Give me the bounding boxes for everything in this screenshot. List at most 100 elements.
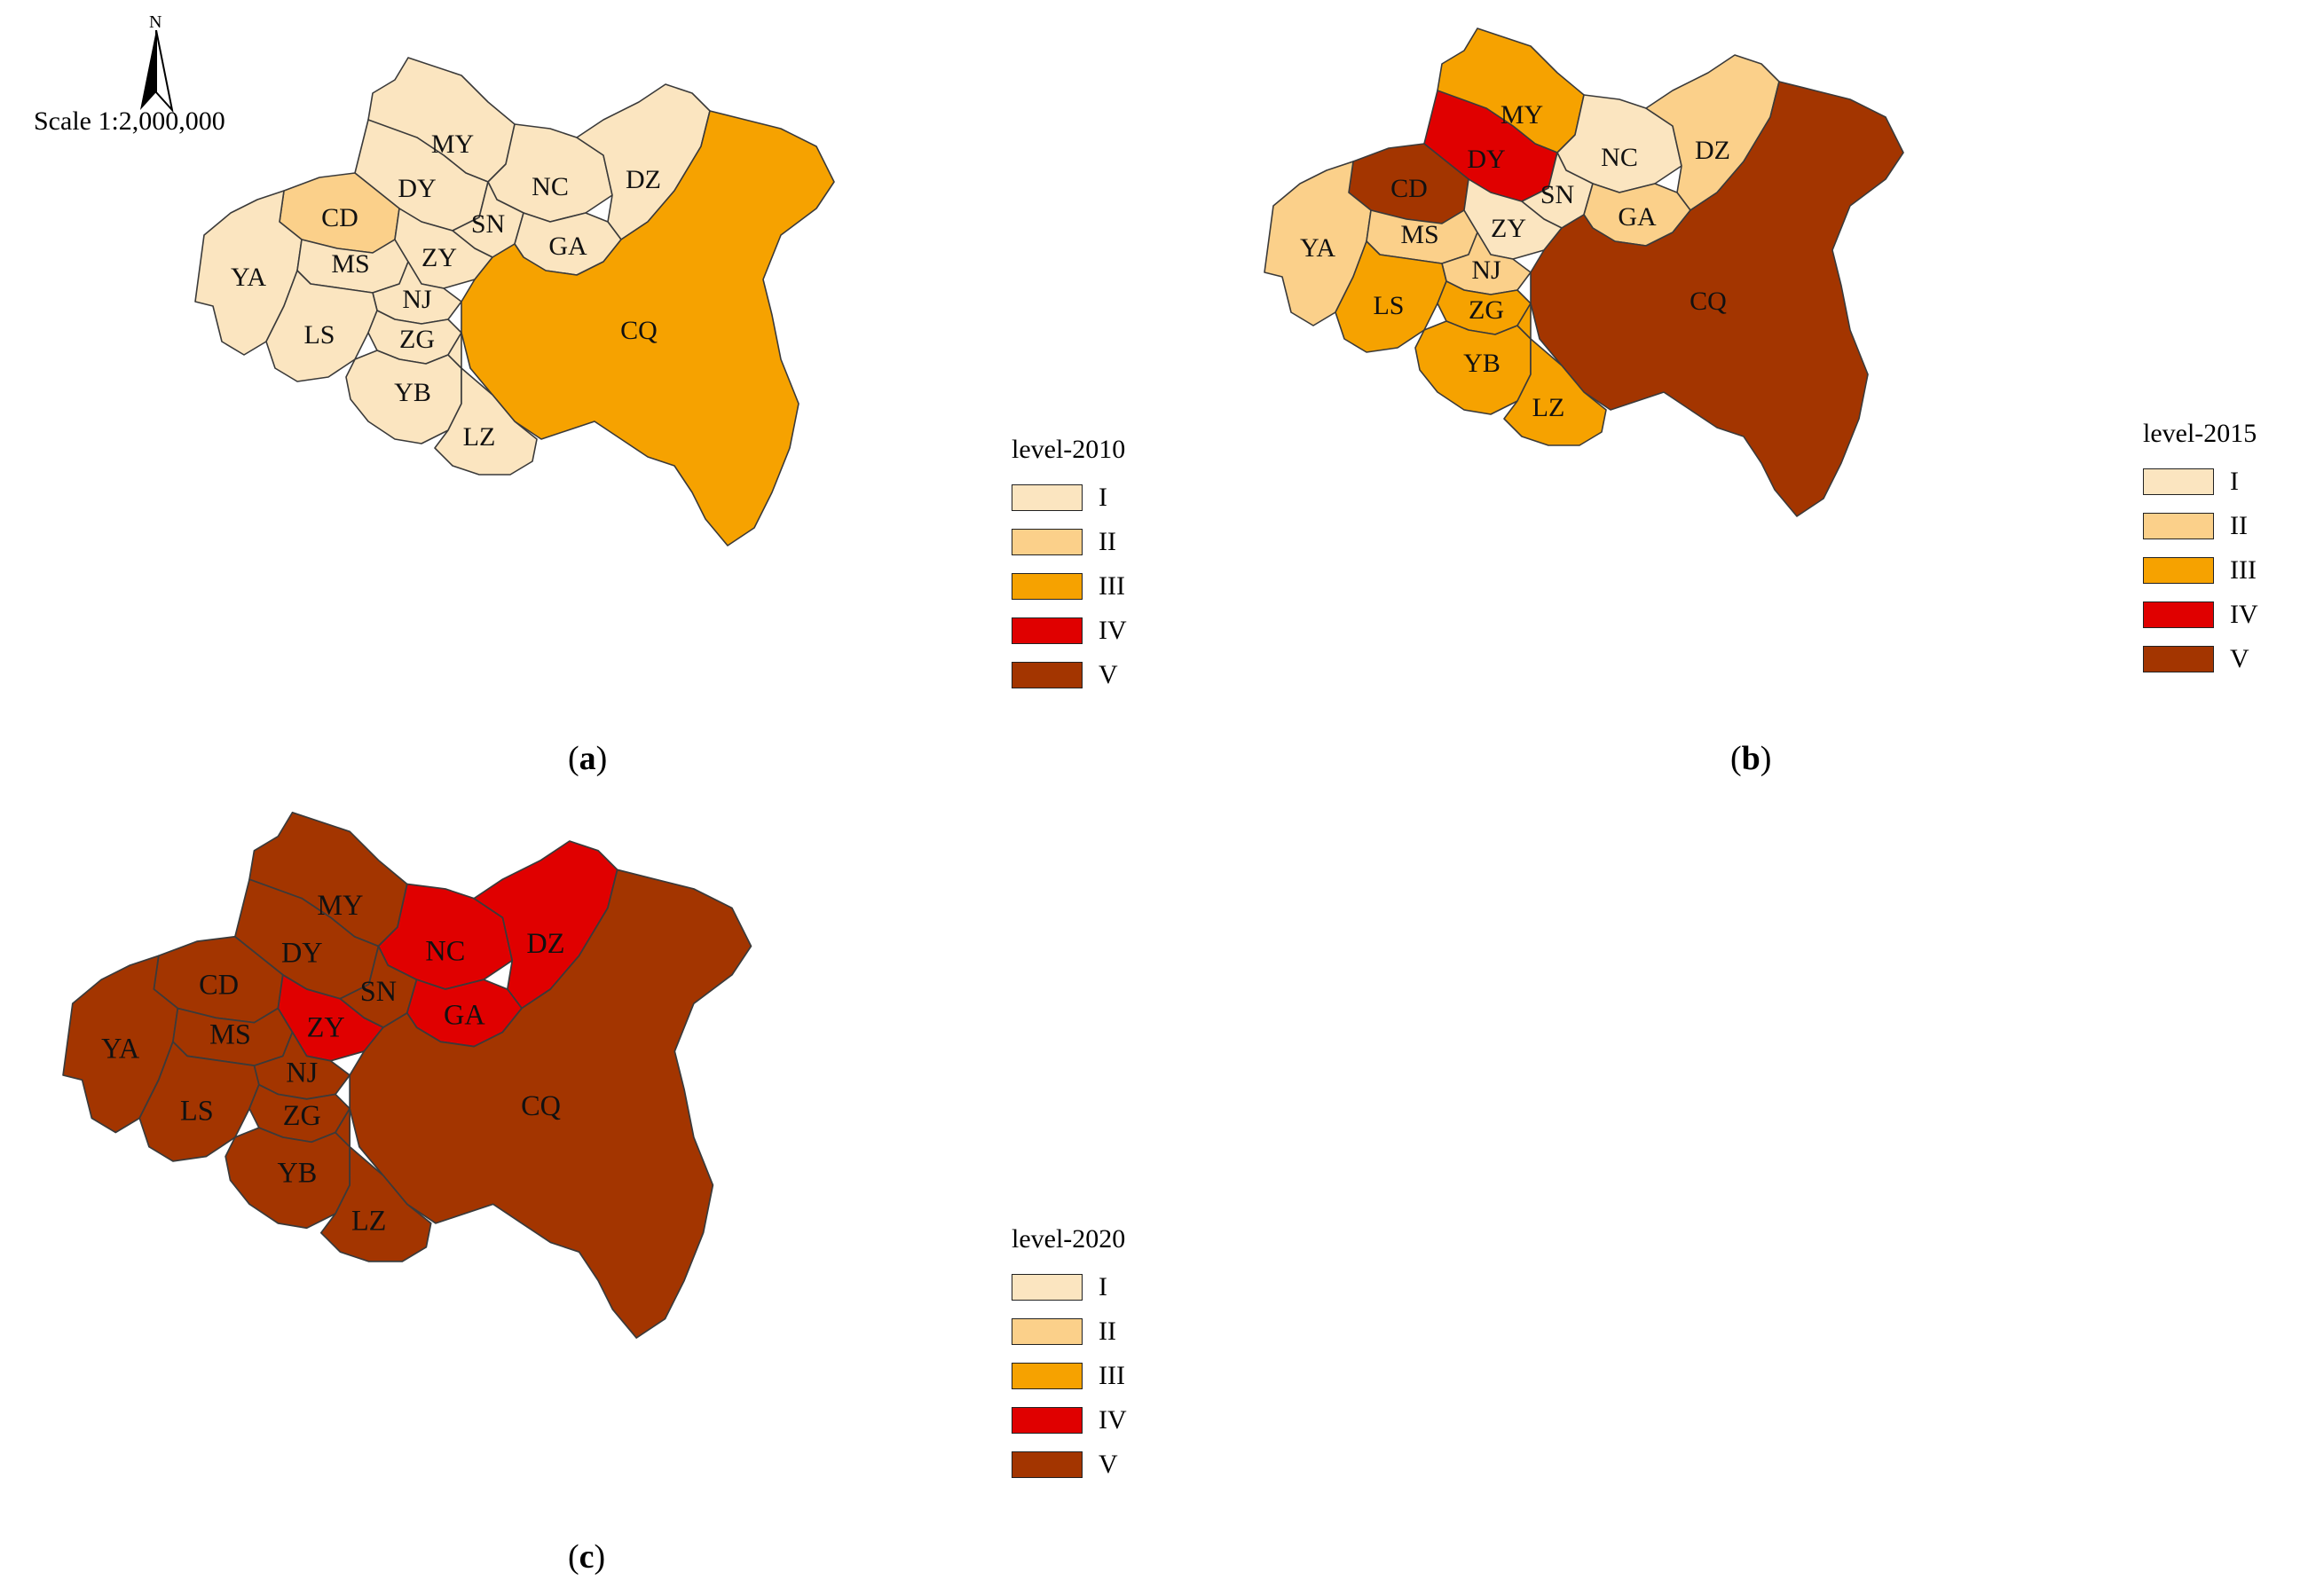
region-cq: [1530, 81, 1904, 517]
region-label-nj: NJ: [402, 285, 432, 314]
legend-label: II: [1099, 527, 1116, 556]
region-label-dz: DZ: [626, 165, 661, 194]
region-label-ms: MS: [209, 1018, 251, 1050]
legend-item-i: I: [1012, 1265, 1127, 1309]
legend-swatch: [2143, 513, 2214, 539]
region-label-cq: CQ: [620, 316, 658, 345]
region-label-ms: MS: [331, 249, 369, 279]
legend-item-iii: III: [1012, 564, 1127, 609]
region-label-ls: LS: [303, 320, 335, 350]
legend-item-v: V: [2143, 637, 2258, 681]
region-lz: [319, 1107, 432, 1262]
region-label-cq: CQ: [1690, 287, 1727, 316]
legend-label: I: [1099, 1272, 1107, 1301]
region-label-ls: LS: [180, 1094, 214, 1126]
region-cq: [349, 869, 752, 1339]
region-label-lz: LZ: [463, 422, 496, 452]
choropleth-map-2010: MY DY NC DZ CD SN GA YA MS ZY NJ CQ LS ZG YB LZ: [194, 57, 835, 546]
region-label-zy: ZY: [421, 243, 457, 272]
legend-swatch: [1012, 484, 1083, 511]
legend-swatch: [1012, 1274, 1083, 1301]
legend-swatch: [2143, 557, 2214, 584]
region-label-zg: ZG: [399, 325, 435, 354]
legend-swatch: [2143, 646, 2214, 672]
region-label-sn: SN: [360, 975, 397, 1007]
legend-swatch: [1012, 617, 1083, 644]
region-label-my: MY: [1501, 100, 1543, 130]
region-label-lz: LZ: [351, 1204, 386, 1236]
legend-2015: level-2015 I II III IV V: [2143, 419, 2258, 681]
caption-a: (a): [568, 740, 608, 777]
legend-item-ii: II: [2143, 504, 2258, 548]
region-label-ms: MS: [1400, 220, 1438, 249]
region-label-ga: GA: [548, 232, 587, 261]
region-label-nc: NC: [425, 935, 465, 967]
legend-item-i: I: [1012, 476, 1127, 520]
legend-label: V: [1099, 660, 1118, 689]
legend-title: level-2010: [1012, 435, 1126, 464]
legend-swatch: [2143, 468, 2214, 495]
legend-item-iii: III: [2143, 548, 2258, 593]
legend-item-ii: II: [1012, 520, 1127, 564]
legend-swatch: [1012, 529, 1083, 555]
region-label-dz: DZ: [1695, 136, 1730, 165]
region-label-cd: CD: [321, 203, 358, 232]
region-label-ya: YA: [1300, 233, 1335, 263]
region-label-ga: GA: [1618, 202, 1657, 232]
legend-item-iv: IV: [1012, 1398, 1127, 1443]
region-label-zg: ZG: [1469, 295, 1504, 325]
legend-label: V: [1099, 1450, 1118, 1479]
legend-item-v: V: [1012, 1443, 1127, 1487]
choropleth-map-2015: MY DY NC DZ CD SN GA YA MS ZY NJ CQ LS ZG YB LZ: [1264, 28, 1904, 517]
legend-item-ii: II: [1012, 1309, 1127, 1354]
north-arrow-icon: [140, 30, 174, 114]
north-label: N: [149, 12, 162, 32]
legend-title: level-2015: [2143, 419, 2257, 448]
legend-label: III: [1099, 1361, 1125, 1390]
region-label-dz: DZ: [526, 927, 564, 959]
region-label-dy: DY: [1467, 145, 1505, 174]
region-label-zy: ZY: [307, 1011, 345, 1043]
region-label-lz: LZ: [1532, 393, 1565, 422]
region-label-dy: DY: [281, 937, 323, 969]
legend-swatch: [1012, 1407, 1083, 1434]
legend-swatch: [1012, 573, 1083, 600]
scale-text: Scale 1:2,000,000: [34, 106, 225, 136]
legend-title: level-2020: [1012, 1224, 1126, 1254]
region-lz: [1503, 303, 1607, 446]
legend-item-iv: IV: [2143, 593, 2258, 637]
caption-c: (c): [568, 1538, 606, 1576]
choropleth-map-2020: MY DY NC DZ CD SN GA YA MS ZY NJ CQ LS ZG YB LZ: [62, 811, 752, 1339]
region-label-sn: SN: [1540, 180, 1574, 209]
region-label-nc: NC: [1601, 143, 1638, 172]
legend-label: III: [1099, 571, 1125, 601]
region-label-yb: YB: [1463, 349, 1501, 378]
region-label-nj: NJ: [286, 1056, 318, 1088]
legend-label: II: [1099, 1317, 1116, 1346]
legend-label: IV: [2230, 600, 2258, 629]
region-label-cd: CD: [199, 968, 239, 1000]
legend-item-iii: III: [1012, 1354, 1127, 1398]
legend-2020: level-2020 I II III IV V: [1012, 1224, 1127, 1487]
region-label-ga: GA: [444, 999, 485, 1031]
legend-label: IV: [1099, 1405, 1127, 1435]
legend-label: I: [1099, 483, 1107, 512]
legend-label: I: [2230, 467, 2239, 496]
region-label-cd: CD: [1390, 174, 1428, 203]
legend-swatch: [1012, 1318, 1083, 1345]
region-label-nj: NJ: [1471, 256, 1501, 285]
region-label-ls: LS: [1373, 291, 1404, 320]
legend-item-i: I: [2143, 460, 2258, 504]
region-label-dy: DY: [398, 174, 436, 203]
caption-b: (b): [1730, 740, 1772, 777]
legend-label: IV: [1099, 616, 1127, 645]
region-label-yb: YB: [277, 1156, 317, 1188]
region-label-zg: ZG: [283, 1099, 321, 1131]
region-label-my: MY: [317, 889, 363, 921]
region-label-cq: CQ: [521, 1089, 561, 1121]
legend-label: V: [2230, 644, 2249, 673]
legend-item-v: V: [1012, 653, 1127, 697]
legend-label: II: [2230, 511, 2248, 540]
region-label-yb: YB: [394, 378, 431, 407]
legend-swatch: [1012, 1451, 1083, 1478]
